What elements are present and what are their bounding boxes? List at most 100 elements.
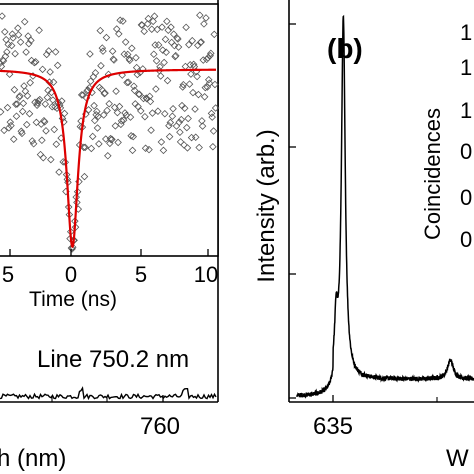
right-inset-y-tick-6: 0 <box>460 227 472 252</box>
inset-scatter-point-163 <box>108 135 116 144</box>
inset-scatter-point-205 <box>137 107 145 115</box>
inset-scatter-point-61 <box>38 136 46 145</box>
inset-scatter-point-190 <box>126 113 135 121</box>
inset-scatter-point-214 <box>143 94 151 103</box>
inset-scatter-point-210 <box>140 27 148 36</box>
inset-scatter-point-311 <box>209 127 218 135</box>
inset-scatter-point-223 <box>149 17 157 26</box>
inset-scatter-point-211 <box>141 112 149 121</box>
inset-scatter-point-228 <box>152 57 161 65</box>
inset-scatter-point-291 <box>196 11 204 19</box>
inset-scatter-point-123 <box>80 172 89 181</box>
inset-scatter-point-130 <box>85 84 94 92</box>
inset-scatter-point-128 <box>84 86 92 94</box>
inset-scatter-point-155 <box>102 33 111 42</box>
inset-scatter-point-267 <box>179 80 188 89</box>
inset-scatter-point-222 <box>148 109 157 117</box>
inset-scatter-point-81 <box>51 48 60 56</box>
right-inset-y-tick-4: 0 <box>460 139 472 164</box>
inset-scatter-point-174 <box>115 102 124 111</box>
inset-scatter-point-182 <box>121 109 129 117</box>
inset-scatter-point-82 <box>52 140 61 149</box>
left-inset-panel: 5 0 5 10 Time (ns) <box>0 3 220 311</box>
inset-scatter-point-244 <box>163 76 172 85</box>
inset-scatter-point-221 <box>147 25 156 33</box>
inset-scatter-point-40 <box>23 92 32 100</box>
inset-scatter-point-229 <box>153 25 162 34</box>
inset-scatter-point-38 <box>22 48 30 56</box>
inset-scatter-point-220 <box>147 126 155 134</box>
inset-x-tick-0: 0 <box>65 262 77 287</box>
inset-scatter-point-202 <box>134 90 143 99</box>
inset-scatter-point-230 <box>154 107 162 115</box>
inset-scatter-point-7 <box>1 28 9 36</box>
inset-scatter-point-254 <box>170 41 179 50</box>
inset-scatter-point-158 <box>104 70 113 79</box>
inset-scatter-point-69 <box>43 93 52 102</box>
inset-scatter-point-248 <box>166 118 175 127</box>
inset-scatter-point-66 <box>41 100 50 108</box>
left-main-x-label: h (nm) <box>0 445 66 472</box>
inset-scatter-point-34 <box>19 99 28 108</box>
inset-scatter-point-301 <box>202 55 211 64</box>
inset-scatter-point-29 <box>16 92 24 100</box>
inset-scatter-point-249 <box>167 23 175 31</box>
inset-scatter-point-200 <box>133 70 142 79</box>
inset-scatter-point-298 <box>200 93 209 101</box>
inset-scatter-point-264 <box>177 115 186 124</box>
inset-scatter-point-227 <box>152 85 160 93</box>
inset-scatter-point-142 <box>93 124 102 132</box>
inset-scatter-point-32 <box>18 129 26 138</box>
inset-scatter-point-234 <box>156 72 165 80</box>
inset-scatter-point-79 <box>50 125 59 134</box>
inset-scatter-point-26 <box>14 24 22 32</box>
inset-scatter-point-47 <box>28 137 37 145</box>
inset-scatter-point-171 <box>113 108 122 117</box>
inset-x-tick-5: 5 <box>135 262 147 287</box>
inset-scatter-point-132 <box>86 77 95 85</box>
inset-scatter-point-14 <box>5 70 14 78</box>
inset-scatter-point-180 <box>119 116 128 124</box>
inset-scatter-point-164 <box>108 47 117 55</box>
inset-scatter-point-314 <box>211 104 220 112</box>
inset-scatter-point-18 <box>8 30 17 38</box>
right-inset-panel: Coincidences 1 1 1 0 0 0 <box>420 20 472 252</box>
left-inset-frame <box>0 3 219 257</box>
inset-scatter-point-261 <box>175 118 183 127</box>
inset-scatter-point-159 <box>105 99 113 108</box>
inset-scatter-point-22 <box>11 49 19 58</box>
inset-scatter-point-192 <box>128 44 136 53</box>
inset-scatter-point-295 <box>198 122 207 130</box>
inset-scatter-point-50 <box>30 58 39 67</box>
inset-scatter-point-58 <box>36 95 44 104</box>
inset-scatter-point-150 <box>99 47 107 55</box>
inset-scatter-point-65 <box>40 118 49 126</box>
inset-scatter-point-23 <box>12 100 20 108</box>
inset-scatter-point-304 <box>204 75 213 84</box>
inset-scatter-point-282 <box>189 60 198 69</box>
inset-scatter-point-63 <box>39 153 48 162</box>
inset-scatter-point-133 <box>87 144 96 153</box>
inset-scatter-point-11 <box>3 103 12 112</box>
inset-x-label: Time (ns) <box>29 288 117 311</box>
inset-scatter-point-189 <box>126 56 134 65</box>
inset-scatter-point-235 <box>157 138 166 146</box>
inset-scatter-point-44 <box>26 78 34 87</box>
inset-scatter-point-251 <box>168 112 177 121</box>
inset-scatter-point-303 <box>204 54 212 62</box>
inset-scatter-point-8 <box>1 52 10 61</box>
right-main-x-label: W <box>446 445 469 472</box>
inset-scatter-point-10 <box>3 48 11 56</box>
inset-scatter-point-139 <box>91 69 100 77</box>
inset-scatter-point-151 <box>99 111 108 119</box>
inset-scatter-point-16 <box>7 121 15 130</box>
inset-scatter-point-73 <box>46 68 54 76</box>
inset-scatter-point-31 <box>17 127 26 136</box>
inset-scatter-point-55 <box>34 99 42 107</box>
inset-scatter-point-193 <box>128 146 137 155</box>
inset-scatter-point-217 <box>145 145 153 154</box>
inset-scatter-point-51 <box>31 98 39 107</box>
inset-scatter-point-177 <box>117 117 126 125</box>
left-main-x-tick-label: 760 <box>140 413 180 440</box>
inset-scatter-point-106 <box>69 243 77 251</box>
